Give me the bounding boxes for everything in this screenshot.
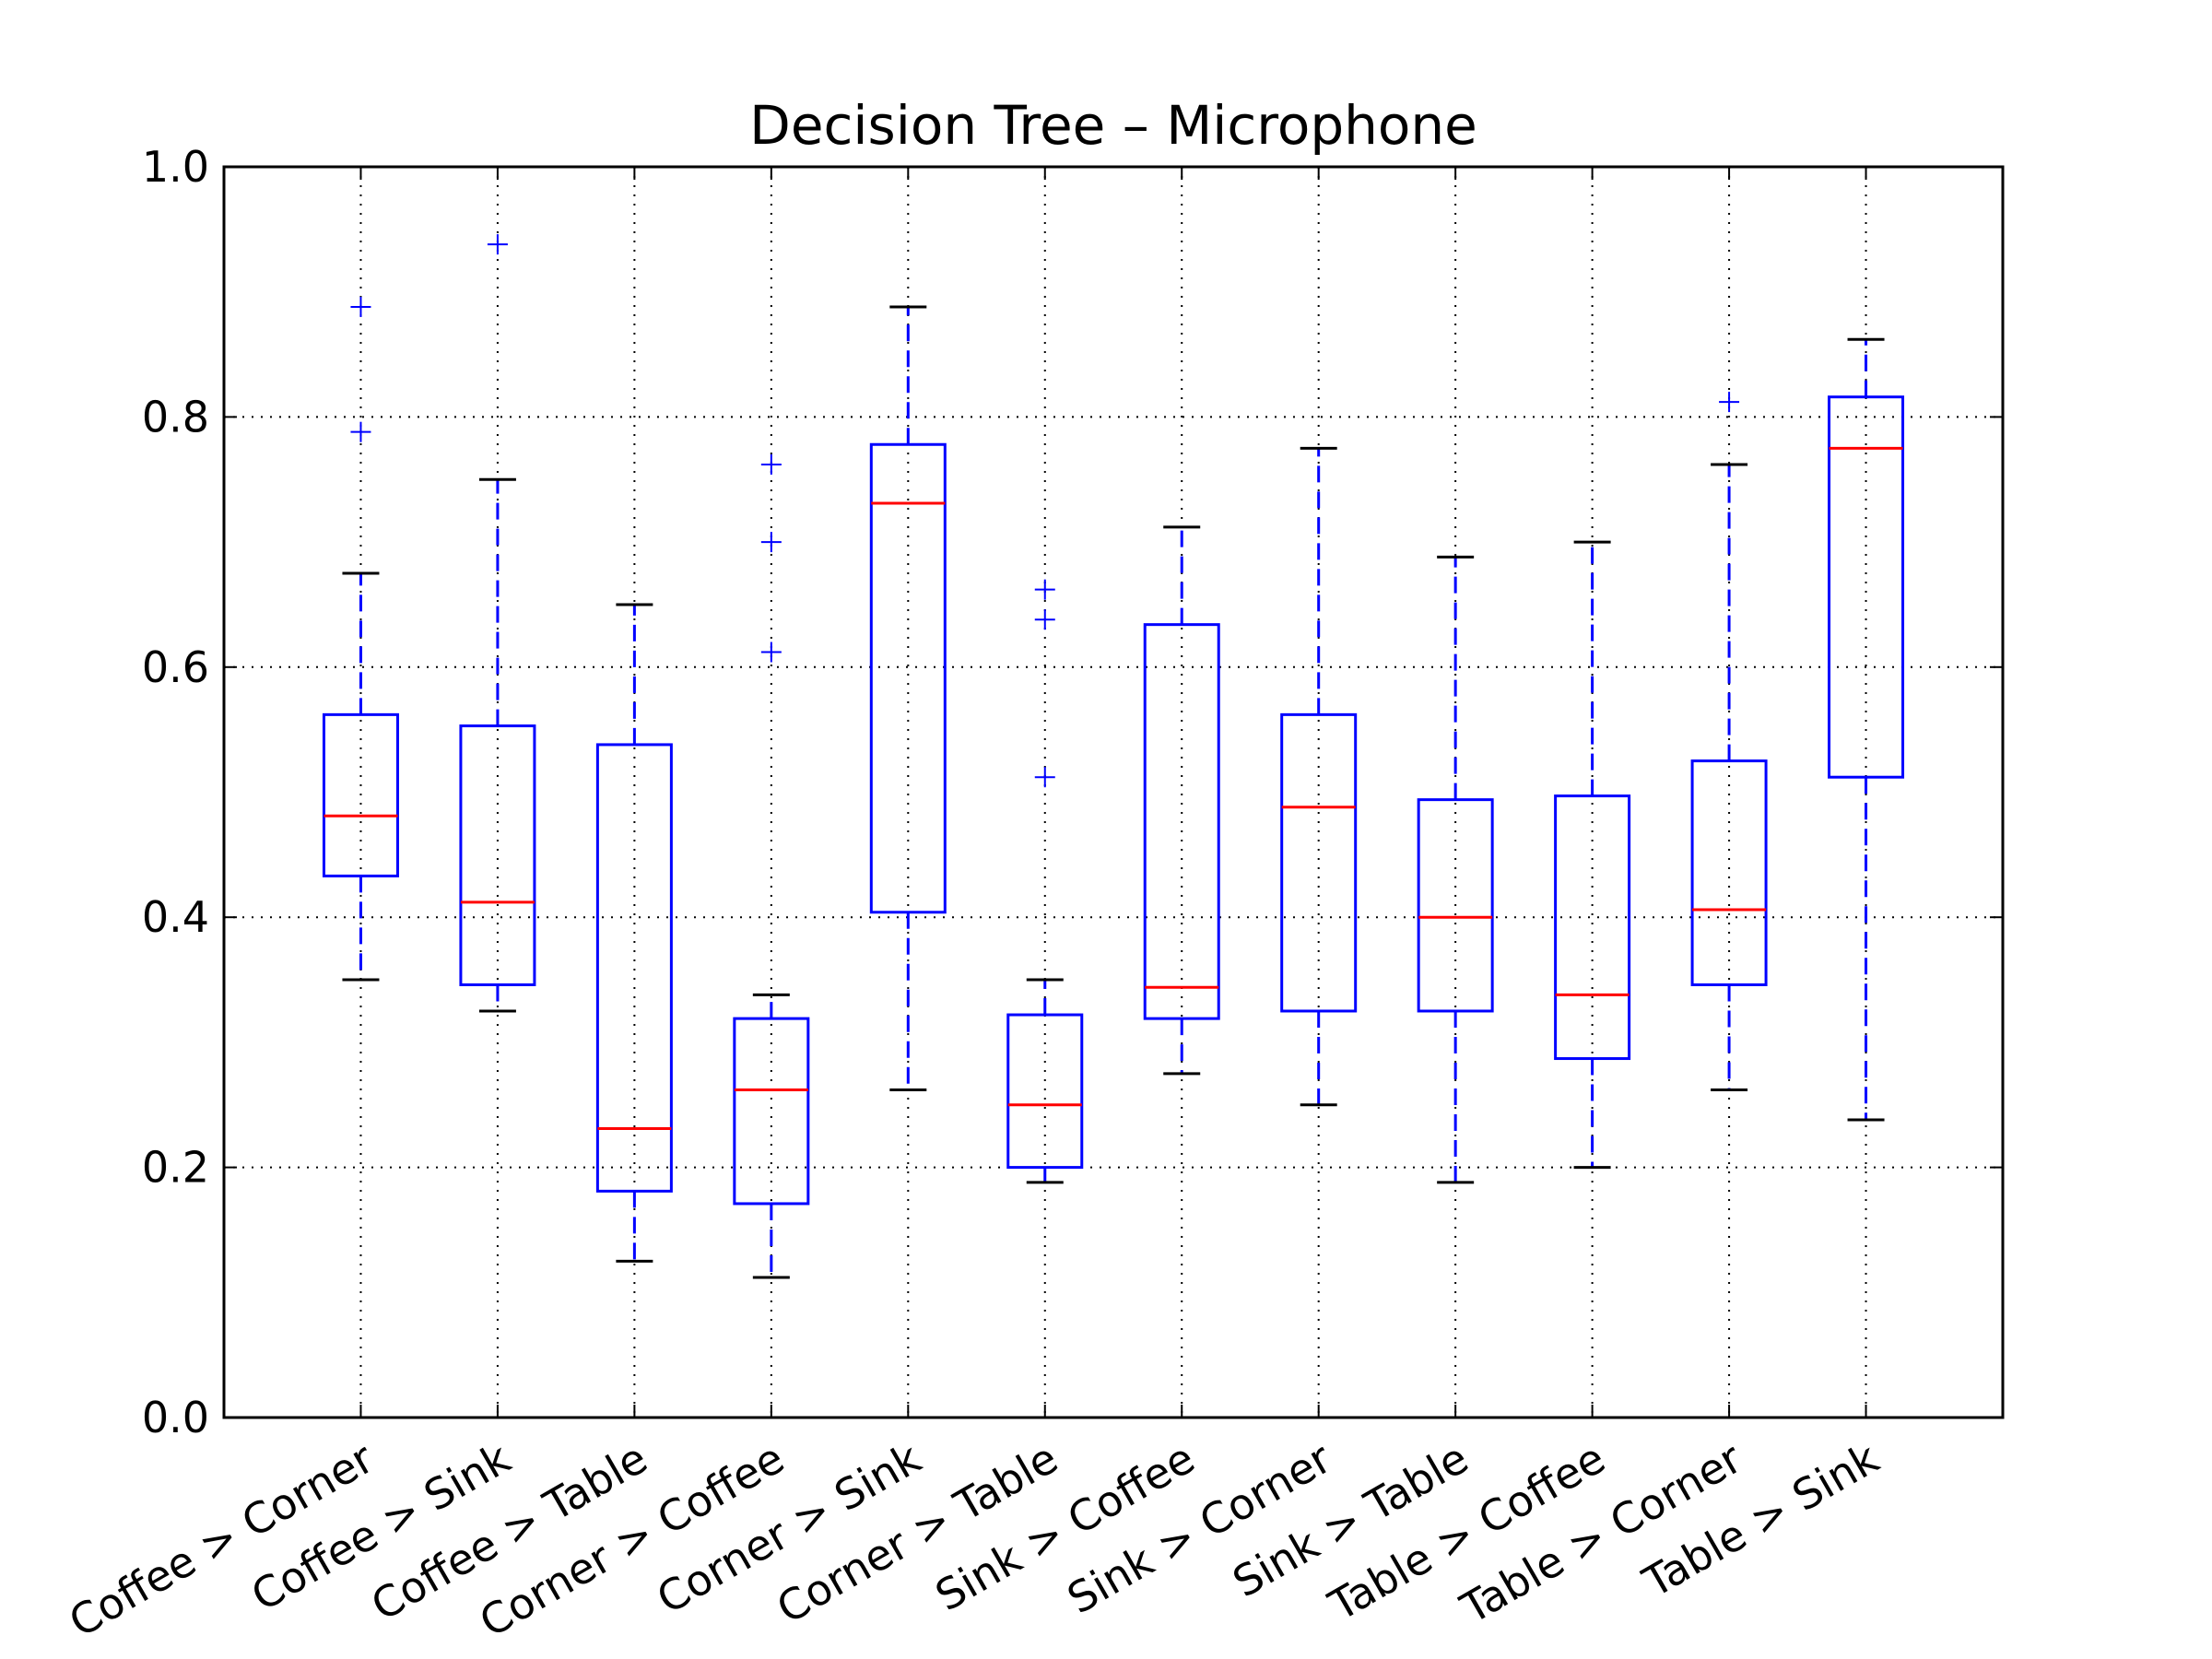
box-iqr — [322, 712, 399, 877]
outlier-point — [487, 234, 508, 255]
plot-frame — [222, 165, 2005, 1419]
box-group — [1554, 540, 1631, 1170]
box-iqr — [869, 442, 947, 914]
box-group — [322, 296, 399, 982]
y-tick-label: 0.0 — [142, 1393, 209, 1442]
box-iqr — [1417, 798, 1494, 1013]
grid-lines — [224, 167, 2003, 1418]
box-iqr — [733, 1017, 810, 1206]
box-group — [459, 234, 536, 1013]
y-tick-label: 0.2 — [142, 1143, 209, 1193]
box-iqr — [1828, 395, 1905, 779]
box-series — [322, 234, 1905, 1279]
y-tick-label: 0.6 — [142, 642, 209, 692]
outlier-point — [350, 296, 371, 317]
outlier-point — [760, 532, 782, 553]
box-group — [869, 305, 947, 1091]
box-iqr — [595, 743, 673, 1193]
box-group — [733, 453, 810, 1279]
box-iqr — [459, 724, 536, 986]
box-group — [595, 603, 673, 1263]
box-iqr — [1143, 623, 1220, 1020]
box-group — [1417, 555, 1494, 1184]
box-iqr — [1280, 712, 1358, 1013]
box-iqr — [1690, 759, 1768, 986]
y-tick-label: 0.8 — [142, 392, 209, 441]
y-axis: 0.0 0.2 0.4 0.6 0.8 1.0 — [142, 142, 2003, 1442]
outlier-point — [760, 453, 782, 475]
outlier-point — [760, 641, 782, 663]
outlier-point — [1719, 392, 1740, 413]
box-iqr — [1554, 794, 1631, 1061]
outlier-point — [1034, 767, 1055, 788]
outlier-point — [1034, 579, 1055, 600]
box-group — [1280, 446, 1358, 1107]
outlier-point — [350, 421, 371, 442]
box-group — [1006, 579, 1084, 1184]
box-iqr — [1006, 1013, 1084, 1170]
box-group — [1143, 525, 1220, 1076]
y-tick-label: 1.0 — [142, 142, 209, 192]
y-tick-label: 0.4 — [142, 892, 209, 942]
box-group — [1690, 392, 1768, 1091]
box-group — [1828, 337, 1905, 1122]
outlier-point — [1034, 609, 1055, 630]
chart-title: Decision Tree – Microphone — [749, 94, 1477, 157]
